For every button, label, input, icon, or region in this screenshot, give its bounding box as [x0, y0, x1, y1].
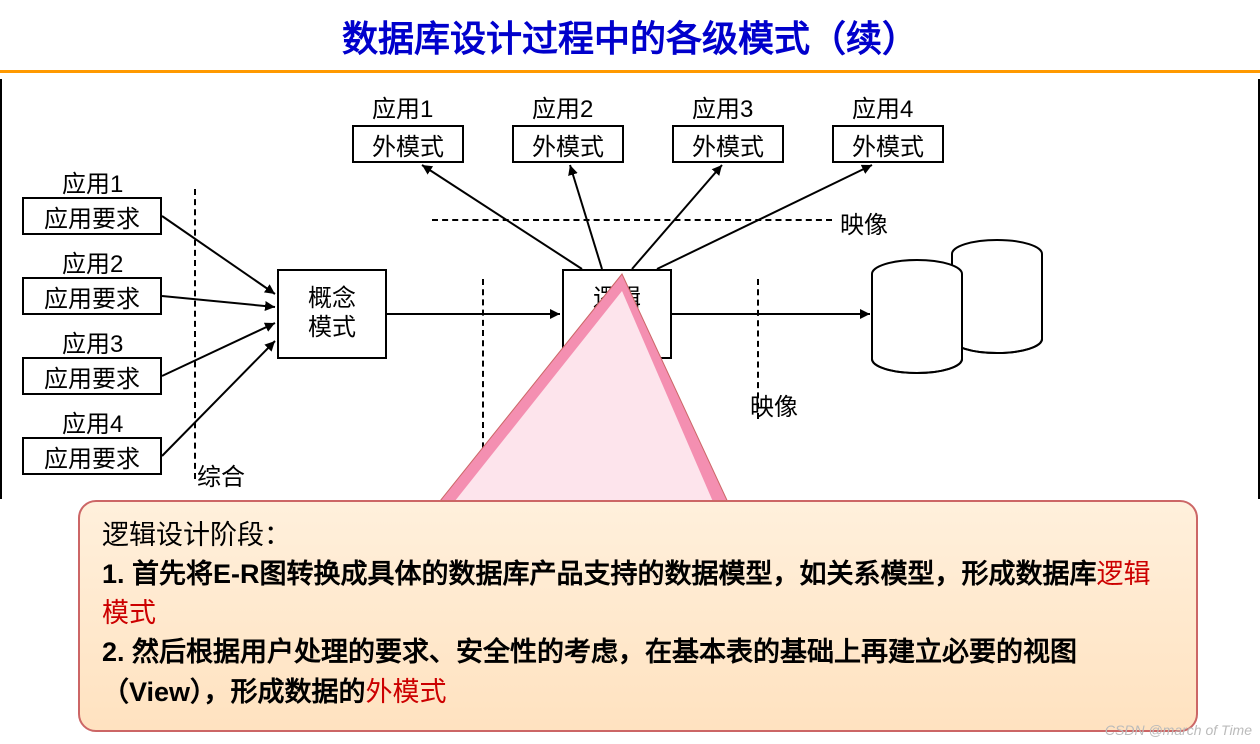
page-title: 数据库设计过程中的各级模式（续） — [0, 0, 1260, 70]
left-app-label-4: 应用4 — [62, 404, 123, 439]
top-app-box-2: 外模式 — [512, 125, 624, 163]
callout-heading: 逻辑设计阶段： — [102, 516, 1174, 555]
inner-schema-label: 内模式 — [932, 297, 1004, 332]
left-app-label-3: 应用3 — [62, 324, 123, 359]
top-app-box-1: 外模式 — [352, 125, 464, 163]
callout-line1-text: 1. 首先将E-R图转换成具体的数据库产品支持的数据模型，如关系模型，形成数据库 — [102, 559, 1097, 589]
callout-line2: 2. 然后根据用户处理的要求、安全性的考虑，在基本表的基础上再建立必要的视图（V… — [102, 633, 1174, 711]
left-app-label-1: 应用1 — [62, 164, 123, 199]
watermark: CSDN @march of Time — [1105, 722, 1252, 738]
top-app-box-4: 外模式 — [832, 125, 944, 163]
left-app-label-2: 应用2 — [62, 244, 123, 279]
title-underline — [0, 70, 1260, 73]
callout-box: 逻辑设计阶段： 1. 首先将E-R图转换成具体的数据库产品支持的数据模型，如关系… — [78, 500, 1198, 732]
top-app-label-2: 应用2 — [532, 89, 593, 124]
dashed-v-left — [194, 189, 196, 479]
left-app-box-4: 应用要求 — [22, 437, 162, 475]
concept-schema-box: 概念 模式 — [277, 269, 387, 359]
yingxiang-bottom-label: 映像 — [750, 387, 798, 422]
top-app-label-1: 应用1 — [372, 89, 433, 124]
dashed-h-top — [432, 219, 832, 221]
callout-line1: 1. 首先将E-R图转换成具体的数据库产品支持的数据模型，如关系模型，形成数据库… — [102, 555, 1174, 633]
callout-line2-text: 2. 然后根据用户处理的要求、安全性的考虑，在基本表的基础上再建立必要的视图（V… — [102, 637, 1077, 706]
zonghe-label: 综合 — [197, 457, 245, 492]
diagram: 应用1 应用要求 应用2 应用要求 应用3 应用要求 应用4 应用要求 应用1 … — [0, 79, 1260, 499]
top-app-label-4: 应用4 — [852, 89, 913, 124]
top-app-label-3: 应用3 — [692, 89, 753, 124]
callout-line2-red: 外模式 — [366, 677, 447, 707]
left-app-box-3: 应用要求 — [22, 357, 162, 395]
top-app-box-3: 外模式 — [672, 125, 784, 163]
dashed-v-mid — [482, 279, 484, 479]
yingxiang-top-label: 映像 — [840, 205, 888, 240]
left-app-box-2: 应用要求 — [22, 277, 162, 315]
logic-schema-box: 逻辑 模式 — [562, 269, 672, 359]
left-app-box-1: 应用要求 — [22, 197, 162, 235]
